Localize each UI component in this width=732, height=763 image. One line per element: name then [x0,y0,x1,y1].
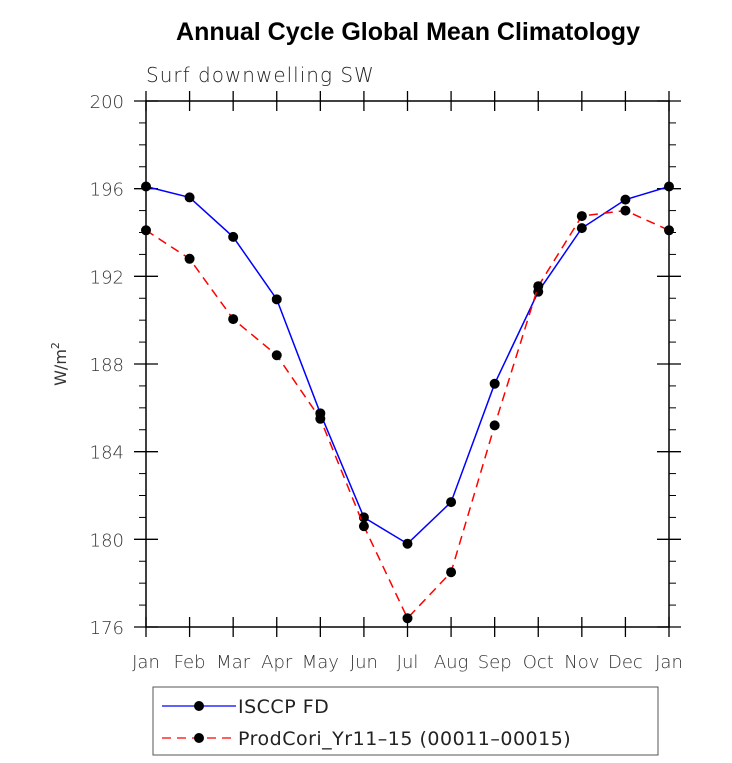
legend-label-prodcori: ProdCori_Yr11–15 (00011–00015) [238,728,571,750]
x-tick-label: Apr [261,652,293,673]
x-tick-label: Nov [564,652,599,673]
data-point [576,223,587,234]
x-tick-label: Oct [523,652,554,673]
data-point [141,225,151,236]
legend-label-isccp: ISCCP FD [238,696,329,718]
data-point [489,378,500,389]
y-tick-label: 200 [90,92,124,113]
data-point [358,512,369,523]
y-axis-label-superscript: 2 [49,342,62,349]
data-point [620,205,631,216]
data-point [576,211,587,222]
x-tick-label: Aug [434,652,469,673]
data-point [446,497,457,508]
x-tick-label: Feb [174,652,206,673]
data-point [184,253,195,264]
data-point [402,613,413,624]
data-point [664,225,674,236]
data-point [533,281,544,292]
x-tick-label: Jan [132,652,160,673]
svg-text:W/m2: W/m2 [49,342,70,386]
y-tick-label: 184 [90,443,124,464]
chart-title: Annual Cycle Global Mean Climatology [176,18,640,46]
y-tick-label: 176 [90,618,124,639]
y-axis-label-text: W/m [51,349,70,386]
data-point [358,521,369,532]
data-point [141,181,151,192]
legend-marker-prodcori [194,733,204,743]
x-tick-label: Sep [478,652,512,673]
y-axis-label: W/m2 [49,342,70,386]
data-point [620,194,631,205]
x-tick-label: Jan [655,652,683,673]
series-line [145,185,670,545]
chart-subtitle: Surf downwelling SW [146,63,375,87]
series-0 [141,181,674,549]
x-tick-label: Jun [350,652,378,673]
x-tick-labels: Jan Feb Mar Apr May Jun Jul Aug Sep Oct Nov Dec Jan [132,652,683,673]
data-point [664,181,674,192]
data-point [402,538,413,549]
y-tick-label: 188 [90,355,124,376]
x-tick-label: Dec [608,652,643,673]
legend-box [152,686,659,756]
y-tick-label: 180 [90,530,124,551]
data-point [271,294,282,305]
x-tick-label: Mar [216,652,251,673]
legend-marker-isccp [194,701,204,711]
y-tick-label: 192 [90,267,124,288]
data-point [228,314,239,325]
data-point [184,192,195,203]
data-point [228,231,239,242]
data-point [446,567,457,578]
legend: ISCCP FD ProdCori_Yr11–15 (00011–00015) [152,686,659,756]
data-point [315,413,326,424]
y-tick-label: 196 [90,180,124,201]
series-line [145,209,670,620]
data-point [489,420,500,431]
x-tick-label: Jul [397,652,419,673]
axis-ticks [134,91,681,637]
series-layer [141,181,674,624]
series-1 [141,205,674,624]
y-tick-labels: 176 180 184 188 192 196 200 [90,92,124,639]
x-tick-label: May [302,652,339,673]
data-point [271,350,282,361]
